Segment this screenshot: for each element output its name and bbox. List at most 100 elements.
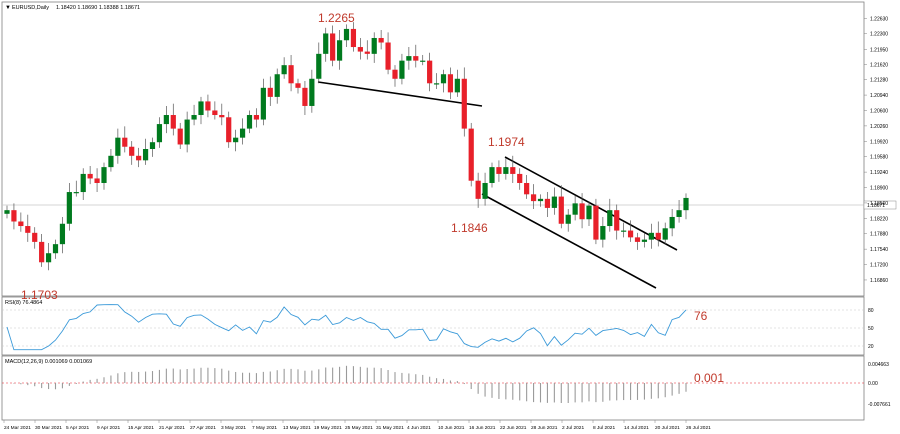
candle	[108, 149, 114, 172]
candle-bear-body	[288, 65, 294, 84]
candle	[59, 216, 66, 254]
candle	[572, 195, 578, 221]
candle	[579, 193, 585, 229]
price-tick-label: 1.18560	[870, 201, 888, 207]
candle-bull-body	[149, 142, 156, 149]
candle	[517, 168, 523, 190]
macd-annotation: 0.001	[694, 371, 724, 385]
candle	[420, 54, 426, 66]
annotation-high: 1.2265	[318, 11, 355, 25]
candle-bull-body	[551, 196, 557, 208]
annotation-swing-low: 1.1846	[451, 221, 488, 235]
candle-bull-body	[323, 33, 329, 54]
candle-bull-body	[420, 60, 426, 62]
date-tick-label: 13 May 2021	[283, 425, 311, 431]
candle	[288, 54, 294, 92]
candle	[343, 24, 350, 48]
price-tick-label: 1.18220	[870, 216, 888, 222]
date-tick-label: 19 May 2021	[314, 425, 342, 431]
candle	[447, 67, 454, 100]
candle-bull-body	[600, 226, 606, 240]
candle	[413, 44, 419, 68]
candle	[39, 233, 45, 267]
date-tick-label: 14 Jul 2021	[624, 425, 649, 431]
candle-bear-body	[524, 182, 530, 195]
candle-bull-body	[565, 214, 571, 224]
candle-bear-body	[530, 194, 537, 202]
candle	[122, 126, 128, 153]
candle	[115, 128, 121, 164]
candle	[205, 94, 211, 118]
date-tick-label: 22 Jun 2021	[500, 425, 527, 431]
candle-bear-body	[427, 60, 433, 84]
candle-bull-body	[343, 28, 350, 41]
candle	[52, 239, 59, 259]
price-tick-label: 1.17540	[870, 247, 888, 253]
price-tick-label: 1.21950	[870, 47, 888, 53]
date-tick-label: 4 Jun 2021	[407, 425, 431, 431]
rsi-annotation: 76	[694, 309, 708, 323]
annotation-lower-high: 1.1974	[488, 135, 525, 149]
candle	[73, 180, 79, 197]
candle	[101, 162, 107, 190]
candle	[454, 69, 460, 97]
price-axis: 1.22630 1.22300 1.21950 1.21620 1.21280 1.209…	[864, 17, 888, 284]
candle-bear-body	[593, 205, 599, 240]
price-tick-label: 1.16860	[870, 278, 888, 284]
price-tick-label: 1.17880	[870, 232, 888, 238]
candle-bear-body	[413, 56, 419, 61]
candle-bull-body	[433, 83, 440, 85]
candle-bull-body	[489, 167, 495, 183]
candle	[565, 209, 571, 232]
candle	[94, 168, 100, 193]
candle-bear-body	[205, 101, 211, 111]
candle	[219, 103, 225, 126]
candle	[392, 65, 398, 87]
price-tick-label: 1.19920	[870, 139, 888, 145]
candle	[627, 220, 634, 242]
candle	[80, 168, 86, 200]
candle-bull-body	[399, 60, 405, 79]
price-tick-label: 1.18900	[870, 186, 888, 192]
candle-bull-body	[572, 203, 578, 215]
candle-bear-body	[302, 87, 308, 106]
candle-bull-body	[274, 74, 280, 97]
price-tick-label: 1.19580	[870, 155, 888, 161]
candle-bull-body	[676, 210, 682, 217]
date-tick-label: 21 Apr 2021	[159, 425, 185, 431]
candle	[621, 222, 627, 238]
candle	[253, 108, 260, 128]
channel-lower-line	[481, 193, 657, 289]
candle	[302, 81, 308, 116]
candle-bear-body	[18, 221, 24, 227]
date-tick-label: 5 Apr 2021	[66, 425, 90, 431]
candle	[330, 25, 336, 67]
date-tick-label: 7 May 2021	[252, 425, 277, 431]
candle-bull-body	[184, 119, 190, 145]
candle	[600, 216, 606, 248]
candle	[433, 73, 440, 89]
candle-bear-body	[378, 37, 384, 43]
price-tick-label: 1.21620	[870, 62, 888, 68]
window-collapse-icon[interactable]: ▼	[5, 5, 11, 11]
candle-bear-body	[544, 198, 551, 208]
candle	[32, 227, 38, 249]
macd-tick-top: 0.004663	[868, 362, 889, 368]
rsi-tick-80: 80	[868, 308, 874, 314]
candle-bear-body	[267, 87, 273, 97]
candle-bull-body	[537, 198, 544, 202]
macd-label: MACD(12,26,9) 0.001069 0.001069	[5, 359, 92, 365]
candle	[309, 69, 315, 113]
candle-bear-body	[357, 47, 363, 52]
price-tick-label: 1.20260	[870, 124, 888, 130]
macd-tick-zero: 0.00	[868, 381, 878, 387]
candle-bull-body	[316, 53, 322, 79]
ohlc-readout: 1.18420 1.18690 1.18388 1.18671	[56, 5, 140, 11]
candle	[191, 104, 197, 126]
candle	[156, 117, 163, 148]
candle-bear-body	[219, 115, 225, 118]
candle	[142, 138, 149, 165]
candle	[524, 175, 530, 199]
candle	[170, 103, 176, 136]
